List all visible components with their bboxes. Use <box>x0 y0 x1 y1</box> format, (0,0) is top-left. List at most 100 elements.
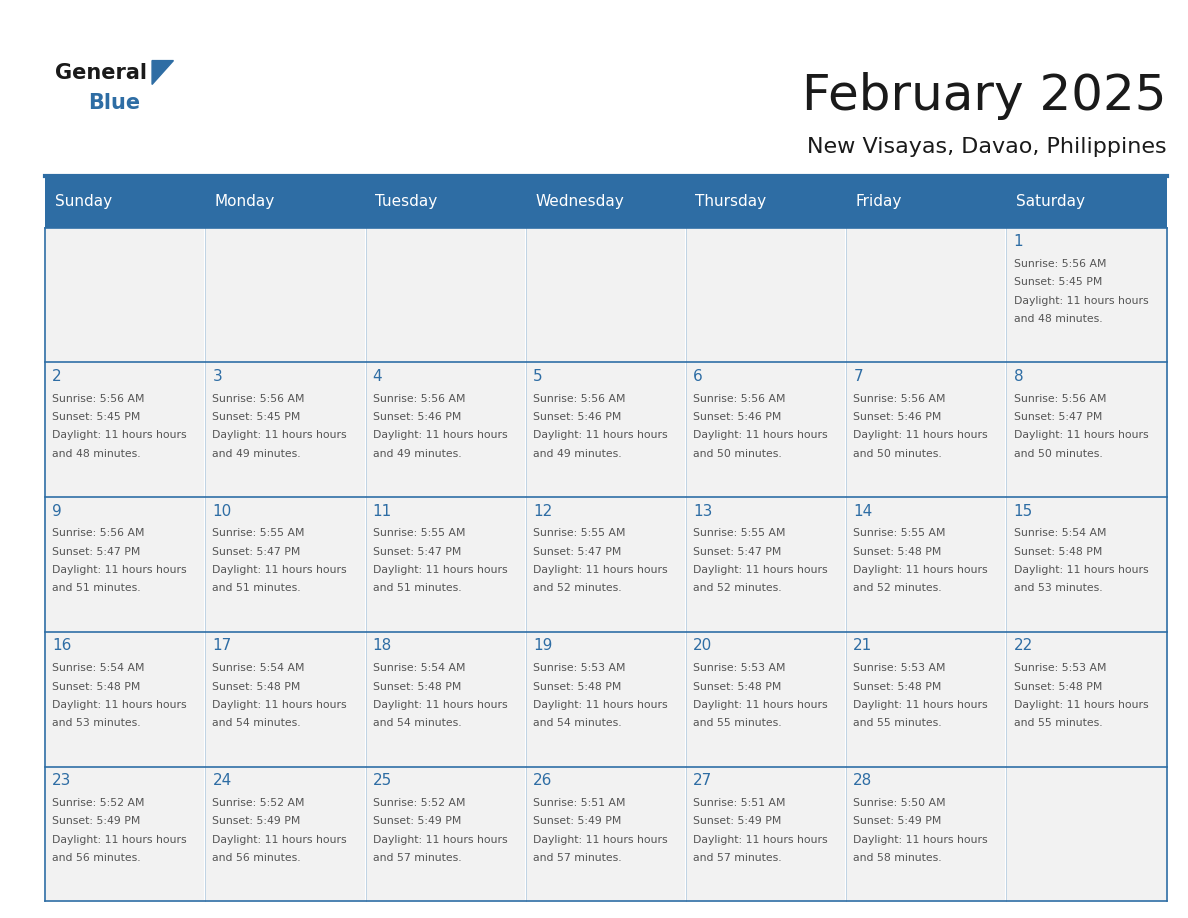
Text: 26: 26 <box>533 773 552 789</box>
Text: Daylight: 11 hours hours: Daylight: 11 hours hours <box>693 834 828 845</box>
Text: Sunset: 5:46 PM: Sunset: 5:46 PM <box>693 412 782 422</box>
Text: Monday: Monday <box>215 195 276 209</box>
Text: and 51 minutes.: and 51 minutes. <box>213 584 301 593</box>
Text: 15: 15 <box>1013 504 1032 519</box>
Bar <box>206 498 366 632</box>
Bar <box>526 228 685 363</box>
Text: Sunset: 5:47 PM: Sunset: 5:47 PM <box>52 547 140 556</box>
Text: Sunrise: 5:55 AM: Sunrise: 5:55 AM <box>853 529 946 538</box>
Text: Daylight: 11 hours hours: Daylight: 11 hours hours <box>1013 565 1148 575</box>
Text: Sunset: 5:46 PM: Sunset: 5:46 PM <box>533 412 621 422</box>
Text: February 2025: February 2025 <box>802 73 1167 120</box>
Text: 1: 1 <box>1013 234 1023 249</box>
Text: Sunrise: 5:56 AM: Sunrise: 5:56 AM <box>213 394 305 404</box>
Text: Daylight: 11 hours hours: Daylight: 11 hours hours <box>52 700 187 710</box>
Text: Sunset: 5:47 PM: Sunset: 5:47 PM <box>373 547 461 556</box>
Text: Sunset: 5:49 PM: Sunset: 5:49 PM <box>853 816 942 826</box>
Text: Sunset: 5:49 PM: Sunset: 5:49 PM <box>373 816 461 826</box>
Text: Daylight: 11 hours hours: Daylight: 11 hours hours <box>373 834 507 845</box>
Text: 4: 4 <box>373 369 383 384</box>
Text: Sunrise: 5:56 AM: Sunrise: 5:56 AM <box>693 394 785 404</box>
Text: 8: 8 <box>1013 369 1023 384</box>
Text: Sunrise: 5:56 AM: Sunrise: 5:56 AM <box>52 529 145 538</box>
Text: Sunset: 5:49 PM: Sunset: 5:49 PM <box>213 816 301 826</box>
Text: Sunrise: 5:55 AM: Sunrise: 5:55 AM <box>213 529 305 538</box>
Bar <box>685 498 846 632</box>
Bar <box>206 632 366 767</box>
Bar <box>685 767 846 901</box>
Text: Sunrise: 5:55 AM: Sunrise: 5:55 AM <box>693 529 785 538</box>
Bar <box>366 363 526 498</box>
Text: Sunrise: 5:55 AM: Sunrise: 5:55 AM <box>533 529 625 538</box>
Text: 27: 27 <box>693 773 713 789</box>
Text: Wednesday: Wednesday <box>536 195 624 209</box>
Text: and 51 minutes.: and 51 minutes. <box>52 584 141 593</box>
Text: Sunrise: 5:56 AM: Sunrise: 5:56 AM <box>533 394 625 404</box>
Text: Daylight: 11 hours hours: Daylight: 11 hours hours <box>853 565 988 575</box>
Text: 9: 9 <box>52 504 62 519</box>
Text: Sunset: 5:48 PM: Sunset: 5:48 PM <box>52 681 140 691</box>
Text: 2: 2 <box>52 369 62 384</box>
Bar <box>45 363 206 498</box>
Text: Sunrise: 5:51 AM: Sunrise: 5:51 AM <box>533 798 625 808</box>
Text: Sunrise: 5:53 AM: Sunrise: 5:53 AM <box>693 663 785 673</box>
Bar <box>1006 498 1167 632</box>
Bar <box>45 498 206 632</box>
Bar <box>1006 767 1167 901</box>
Text: 24: 24 <box>213 773 232 789</box>
Text: Sunset: 5:49 PM: Sunset: 5:49 PM <box>533 816 621 826</box>
Text: Daylight: 11 hours hours: Daylight: 11 hours hours <box>693 700 828 710</box>
Text: and 49 minutes.: and 49 minutes. <box>533 449 621 459</box>
Bar <box>846 363 1006 498</box>
Bar <box>1006 363 1167 498</box>
Text: Daylight: 11 hours hours: Daylight: 11 hours hours <box>373 431 507 441</box>
Bar <box>366 767 526 901</box>
Text: Friday: Friday <box>855 195 902 209</box>
Text: Saturday: Saturday <box>1016 195 1085 209</box>
Bar <box>526 498 685 632</box>
Bar <box>685 363 846 498</box>
Text: and 54 minutes.: and 54 minutes. <box>373 718 461 728</box>
Text: Sunset: 5:47 PM: Sunset: 5:47 PM <box>213 547 301 556</box>
Text: Sunrise: 5:56 AM: Sunrise: 5:56 AM <box>1013 259 1106 269</box>
Text: Daylight: 11 hours hours: Daylight: 11 hours hours <box>52 431 187 441</box>
Text: Sunrise: 5:50 AM: Sunrise: 5:50 AM <box>853 798 946 808</box>
Text: Sunrise: 5:54 AM: Sunrise: 5:54 AM <box>373 663 466 673</box>
Text: Sunrise: 5:52 AM: Sunrise: 5:52 AM <box>213 798 305 808</box>
Text: and 55 minutes.: and 55 minutes. <box>853 718 942 728</box>
Text: and 52 minutes.: and 52 minutes. <box>533 584 621 593</box>
Text: and 49 minutes.: and 49 minutes. <box>213 449 301 459</box>
Bar <box>206 767 366 901</box>
Text: 23: 23 <box>52 773 71 789</box>
Text: Sunrise: 5:53 AM: Sunrise: 5:53 AM <box>1013 663 1106 673</box>
Bar <box>846 767 1006 901</box>
Bar <box>1006 228 1167 363</box>
Text: Sunset: 5:46 PM: Sunset: 5:46 PM <box>373 412 461 422</box>
Text: 21: 21 <box>853 638 872 654</box>
Text: and 49 minutes.: and 49 minutes. <box>373 449 461 459</box>
Bar <box>206 363 366 498</box>
Text: Sunrise: 5:56 AM: Sunrise: 5:56 AM <box>52 394 145 404</box>
Text: Sunset: 5:47 PM: Sunset: 5:47 PM <box>693 547 782 556</box>
Text: and 54 minutes.: and 54 minutes. <box>213 718 301 728</box>
Bar <box>1006 632 1167 767</box>
Text: Daylight: 11 hours hours: Daylight: 11 hours hours <box>213 834 347 845</box>
Text: Sunset: 5:48 PM: Sunset: 5:48 PM <box>1013 681 1102 691</box>
Bar <box>45 767 206 901</box>
Text: 12: 12 <box>533 504 552 519</box>
Text: 10: 10 <box>213 504 232 519</box>
Text: and 57 minutes.: and 57 minutes. <box>373 853 461 863</box>
Bar <box>45 228 206 363</box>
Text: and 54 minutes.: and 54 minutes. <box>533 718 621 728</box>
Text: 13: 13 <box>693 504 713 519</box>
Text: Sunset: 5:45 PM: Sunset: 5:45 PM <box>213 412 301 422</box>
Text: Daylight: 11 hours hours: Daylight: 11 hours hours <box>853 700 988 710</box>
Bar <box>846 632 1006 767</box>
Bar <box>685 228 846 363</box>
Text: Sunset: 5:48 PM: Sunset: 5:48 PM <box>533 681 621 691</box>
Text: Daylight: 11 hours hours: Daylight: 11 hours hours <box>853 834 988 845</box>
Text: Daylight: 11 hours hours: Daylight: 11 hours hours <box>1013 431 1148 441</box>
Text: Sunrise: 5:54 AM: Sunrise: 5:54 AM <box>213 663 305 673</box>
Text: and 53 minutes.: and 53 minutes. <box>52 718 141 728</box>
Bar <box>526 363 685 498</box>
